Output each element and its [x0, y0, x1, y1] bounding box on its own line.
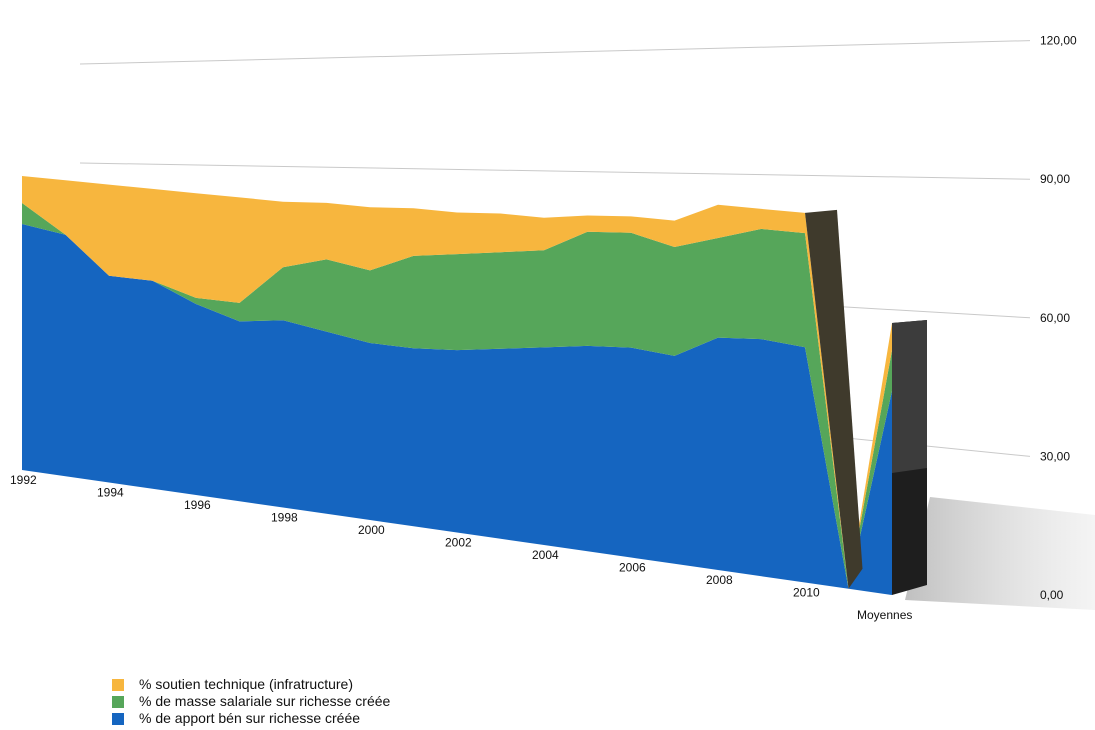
x-tick-label-moyennes: Moyennes — [857, 608, 912, 622]
gridline-90 — [79, 162, 1031, 180]
legend-item-apport-ben: % de apport bén sur richesse créée — [112, 710, 390, 727]
area-series — [22, 176, 892, 595]
legend-label-apport-ben: % de apport bén sur richesse créée — [139, 710, 361, 726]
x-tick-label: 1994 — [97, 486, 124, 500]
y-axis-tick-labels: 0,00 30,00 60,00 90,00 120,00 — [1040, 34, 1077, 602]
gridline-120 — [79, 40, 1031, 65]
legend-label-masse-salariale: % de masse salariale sur richesse créée — [139, 693, 391, 709]
area-de-apport-b-n-sur-richesse-cr-e — [22, 224, 892, 595]
y-tick-label: 30,00 — [1040, 449, 1070, 463]
x-tick-label: 2004 — [532, 548, 559, 562]
floor-shadow-panel — [905, 497, 1095, 610]
x-tick-label: 2008 — [706, 573, 733, 587]
y-tick-label: 60,00 — [1040, 311, 1070, 325]
side-panel-2010 — [805, 209, 863, 589]
legend-label-infrastructure: % soutien technique (infratructure) — [139, 676, 353, 692]
legend-item-masse-salariale: % de masse salariale sur richesse créée — [112, 693, 390, 710]
area-de-masse-salariale-sur-richesse-cr-e — [22, 203, 892, 589]
x-tick-label: 1998 — [271, 511, 298, 525]
x-axis-tick-labels: 1992 1994 1996 1998 2000 2002 2004 2006 2008 2010… — [10, 473, 912, 622]
x-tick-label: 1992 — [10, 473, 37, 487]
y-tick-label: 0,00 — [1040, 588, 1064, 602]
y-tick-label: 120,00 — [1040, 34, 1077, 48]
x-tick-label: 1996 — [184, 498, 211, 512]
y-tick-label: 90,00 — [1040, 172, 1070, 186]
side-panel-moyennes-upper — [892, 320, 927, 473]
legend: % soutien technique (infratructure) % de… — [112, 676, 390, 727]
x-tick-label: 2006 — [619, 561, 646, 575]
area-soutien-technique-infratructure — [22, 176, 892, 589]
area-side-panels — [805, 209, 927, 595]
legend-swatch-masse-salariale — [112, 695, 124, 708]
legend-item-infrastructure: % soutien technique (infratructure) — [112, 676, 390, 693]
x-tick-label: 2002 — [445, 536, 472, 550]
floor-shadow — [905, 497, 1095, 610]
x-tick-label: 2010 — [793, 586, 820, 600]
x-tick-label: 2000 — [358, 523, 385, 537]
legend-swatch-apport-ben — [112, 712, 124, 725]
legend-swatch-infrastructure — [112, 678, 124, 691]
